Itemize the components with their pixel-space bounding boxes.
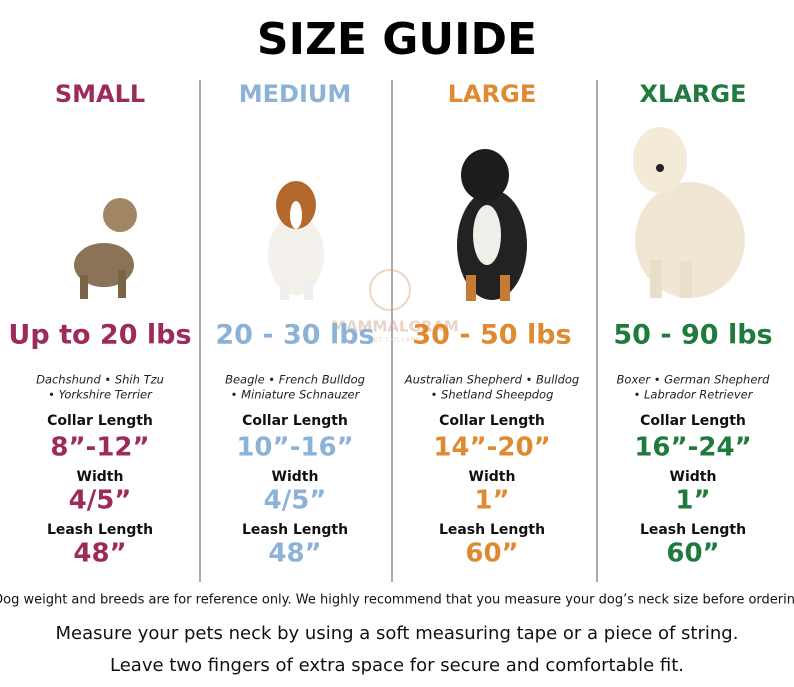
collar-value: 16”-24”: [634, 433, 751, 463]
footnote: *Dog weight and breeds are for reference…: [0, 593, 794, 608]
leash-label: Leash Length: [640, 522, 746, 538]
instruction: Leave two fingers of extra space for sec…: [110, 655, 684, 676]
width-value: 4/5”: [264, 486, 327, 516]
collar-label: Collar Length: [47, 413, 153, 429]
watermark: MAMMALGRAM PET COLLARS: [331, 269, 459, 344]
breeds: • Shetland Sheepdog: [431, 388, 554, 402]
breeds: • Miniature Schnauzer: [231, 388, 361, 402]
leash-value: 48”: [73, 539, 126, 569]
size-name: SMALL: [55, 80, 145, 108]
width-label: Width: [469, 469, 516, 485]
collar-value: 8”-12”: [50, 433, 149, 463]
breeds: Australian Shepherd • Bulldog: [404, 373, 579, 387]
leash-value: 60”: [666, 539, 719, 569]
dog-medium: [268, 181, 324, 300]
watermark-brand: MAMMALGRAM: [331, 318, 459, 336]
breeds: • Labrador Retriever: [634, 388, 754, 402]
weight: 30 - 50 lbs: [412, 320, 571, 351]
width-label: Width: [77, 469, 124, 485]
leash-value: 48”: [268, 539, 321, 569]
collar-label: Collar Length: [640, 413, 746, 429]
collar-label: Collar Length: [439, 413, 545, 429]
instruction: Measure your pets neck by using a soft m…: [56, 623, 739, 644]
weight: 50 - 90 lbs: [613, 320, 772, 351]
collar-label: Collar Length: [242, 413, 348, 429]
dog-large: [457, 149, 527, 301]
collar-value: 14”-20”: [433, 433, 550, 463]
breeds: Boxer • German Shepherd: [617, 373, 771, 387]
title: SIZE GUIDE: [257, 14, 537, 65]
watermark-tagline: PET COLLARS: [369, 337, 421, 344]
width-label: Width: [670, 469, 717, 485]
size-name: MEDIUM: [239, 80, 352, 108]
weight: 20 - 30 lbs: [215, 320, 374, 351]
size-name: XLARGE: [640, 80, 747, 108]
weight: Up to 20 lbs: [8, 320, 191, 351]
collar-value: 10”-16”: [236, 433, 353, 463]
leash-label: Leash Length: [439, 522, 545, 538]
dog-small: [74, 198, 137, 299]
leash-label: Leash Length: [242, 522, 348, 538]
leash-label: Leash Length: [47, 522, 153, 538]
width-value: 1”: [675, 486, 710, 516]
width-label: Width: [272, 469, 319, 485]
breeds: • Yorkshire Terrier: [48, 388, 153, 402]
leash-value: 60”: [465, 539, 518, 569]
dividers: [199, 80, 598, 582]
breeds: Dachshund • Shih Tzu: [36, 373, 164, 387]
width-value: 4/5”: [69, 486, 132, 516]
width-value: 1”: [474, 486, 509, 516]
dog-xlarge: [633, 127, 745, 298]
breeds: Beagle • French Bulldog: [225, 373, 365, 387]
size-name: LARGE: [448, 80, 536, 108]
